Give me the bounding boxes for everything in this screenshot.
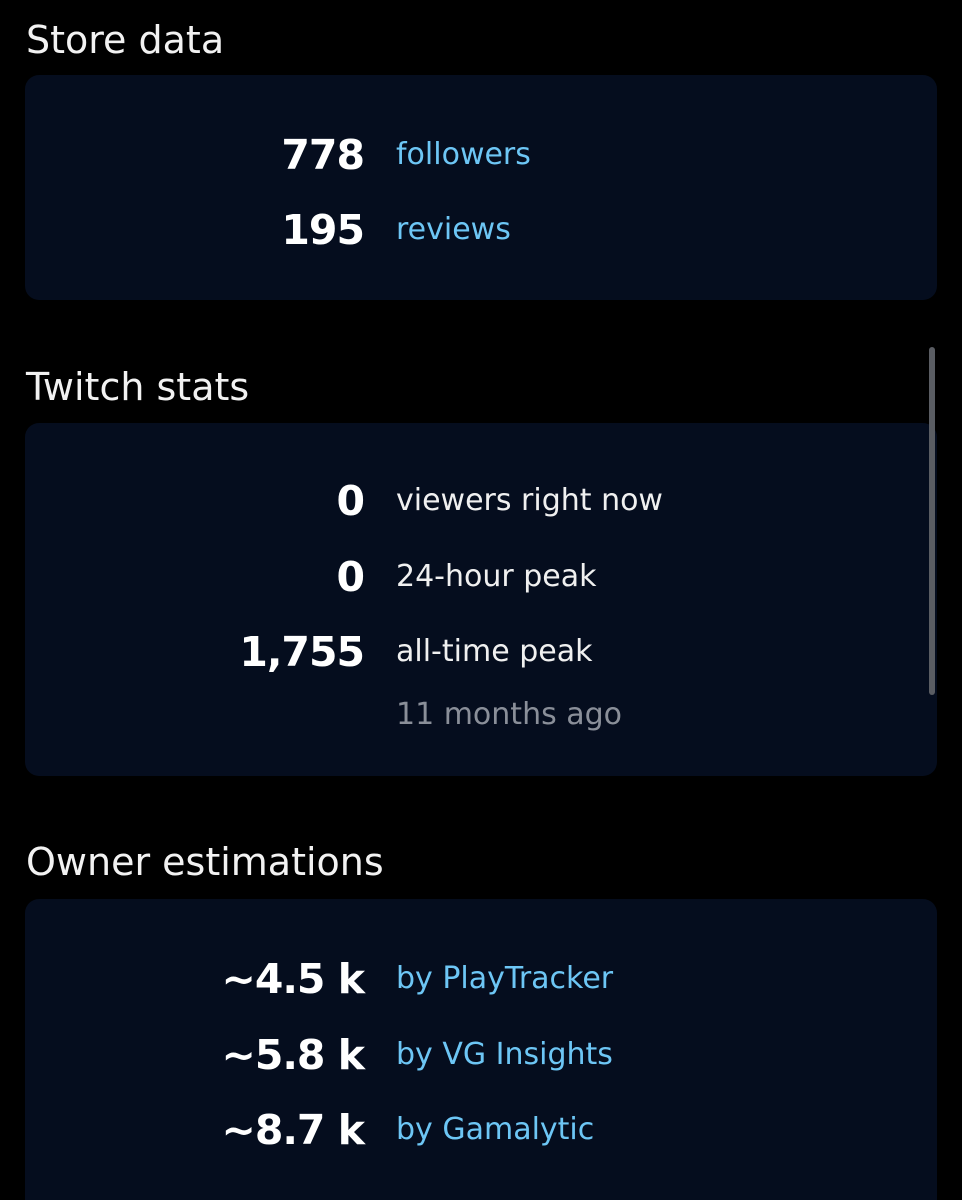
twitch-row-24h-peak: 0 24-hour peak [25,552,937,602]
owners-row-playtracker: ~4.5 k by PlayTracker [25,954,937,1004]
all-time-peak-label: all-time peak [396,627,592,677]
all-time-peak-time: 11 months ago [396,695,622,735]
owner-estimations-title: Owner estimations [26,843,384,881]
twitch-stats-card: 0 viewers right now 0 24-hour peak 1,755… [25,423,937,776]
peak-24h-label: 24-hour peak [396,552,597,602]
owners-row-vg-insights: ~5.8 k by VG Insights [25,1030,937,1080]
playtracker-estimate: ~4.5 k [221,954,364,1004]
playtracker-link[interactable]: by PlayTracker [396,954,613,1004]
peak-24h-count: 0 [336,552,364,602]
reviews-count: 195 [281,205,364,255]
twitch-row-all-time-peak: 1,755 all-time peak [25,627,937,677]
vg-insights-link[interactable]: by VG Insights [396,1030,613,1080]
store-row-followers: 778 followers [25,130,937,180]
twitch-row-viewers-now: 0 viewers right now [25,476,937,526]
store-row-reviews: 195 reviews [25,205,937,255]
viewers-now-label: viewers right now [396,476,663,526]
viewers-now-count: 0 [336,476,364,526]
vertical-scrollbar[interactable] [929,347,935,695]
all-time-peak-count: 1,755 [239,627,364,677]
owners-row-gamalytic: ~8.7 k by Gamalytic [25,1105,937,1155]
gamalytic-estimate: ~8.7 k [221,1105,364,1155]
twitch-stats-title: Twitch stats [26,368,249,406]
reviews-link[interactable]: reviews [396,205,511,255]
followers-count: 778 [281,130,364,180]
followers-link[interactable]: followers [396,130,531,180]
store-data-card: 778 followers 195 reviews [25,75,937,300]
store-data-title: Store data [26,21,224,59]
vg-insights-estimate: ~5.8 k [221,1030,364,1080]
owner-estimations-card: ~4.5 k by PlayTracker ~5.8 k by VG Insig… [25,899,937,1200]
gamalytic-link[interactable]: by Gamalytic [396,1105,594,1155]
